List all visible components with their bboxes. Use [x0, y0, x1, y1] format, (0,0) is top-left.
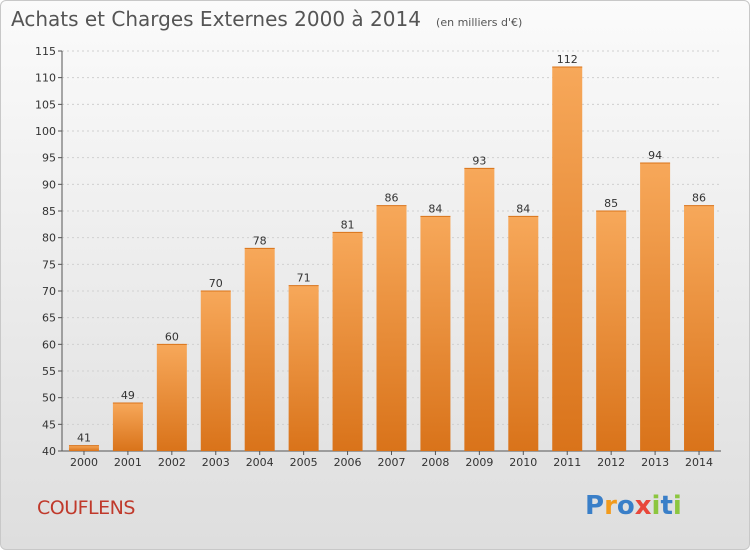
logo-letter: x — [634, 491, 652, 521]
labels: 40 45 50 55 60 65 70 75 80 85 90 95 100 105 110 115 41 20… — [35, 45, 713, 469]
x-tick-label: 2014 — [685, 456, 713, 469]
bar-2002 — [156, 344, 187, 451]
logo-letter: P — [585, 491, 605, 521]
x-tick-label: 2013 — [641, 456, 669, 469]
data-label-2005: 71 — [297, 272, 311, 285]
data-label-2008: 84 — [428, 202, 442, 215]
data-label-2004: 78 — [253, 234, 267, 247]
data-label-2010: 84 — [516, 202, 530, 215]
y-tick-label: 95 — [42, 152, 56, 165]
data-label-2000: 41 — [77, 432, 91, 445]
bar-2001 — [112, 403, 143, 451]
bar-2003 — [200, 291, 231, 451]
x-tick-label: 2005 — [290, 456, 318, 469]
x-tick-label: 2011 — [553, 456, 581, 469]
y-tick-label: 90 — [42, 178, 56, 191]
data-label-2011: 112 — [557, 53, 578, 66]
bar-2013 — [640, 163, 671, 451]
bar-2010 — [508, 216, 539, 451]
y-tick-label: 80 — [42, 232, 56, 245]
y-tick-label: 85 — [42, 205, 56, 218]
data-label-2012: 85 — [604, 197, 618, 210]
data-label-2013: 94 — [648, 149, 662, 162]
x-tick-label: 2010 — [509, 456, 537, 469]
y-tick-label: 45 — [42, 418, 56, 431]
logo-letter: r — [604, 491, 617, 521]
logo-letter: o — [616, 491, 635, 521]
x-tick-label: 2008 — [421, 456, 449, 469]
x-tick-label: 2007 — [378, 456, 406, 469]
bar-2005 — [288, 285, 319, 451]
y-tick-label: 50 — [42, 392, 56, 405]
x-tick-label: 2009 — [465, 456, 493, 469]
y-tick-label: 110 — [35, 72, 56, 85]
y-tick-label: 75 — [42, 258, 56, 271]
y-tick-label: 70 — [42, 285, 56, 298]
logo-letter: t — [660, 491, 673, 521]
bar-2006 — [332, 232, 363, 451]
commune-name: COUFLENS — [37, 497, 135, 519]
x-tick-label: 2004 — [246, 456, 274, 469]
chart-title: Achats et Charges Externes 2000 à 2014 — [11, 7, 421, 31]
y-tick-label: 115 — [35, 45, 56, 58]
title-row: Achats et Charges Externes 2000 à 2014 (… — [11, 7, 522, 31]
proxiti-logo: Proxiti — [585, 491, 682, 521]
x-tick-label: 2002 — [158, 456, 186, 469]
data-label-2003: 70 — [209, 277, 223, 290]
bar-2012 — [596, 211, 627, 451]
y-tick-label: 40 — [42, 445, 56, 458]
y-tick-label: 105 — [35, 98, 56, 111]
logo-letter: i — [651, 491, 661, 521]
x-tick-label: 2006 — [334, 456, 362, 469]
data-label-2002: 60 — [165, 330, 179, 343]
x-tick-label: 2001 — [114, 456, 142, 469]
bar-2004 — [244, 248, 275, 451]
bar-2014 — [684, 205, 715, 451]
bars — [68, 66, 715, 452]
x-tick-label: 2012 — [597, 456, 625, 469]
bar-2007 — [376, 205, 407, 451]
logo-letter: i — [672, 491, 682, 521]
data-label-2009: 93 — [472, 154, 486, 167]
data-label-2006: 81 — [341, 218, 355, 231]
data-label-2014: 86 — [692, 192, 706, 205]
bar-2009 — [464, 168, 495, 452]
x-tick-label: 2000 — [70, 456, 98, 469]
y-tick-label: 60 — [42, 338, 56, 351]
data-label-2001: 49 — [121, 389, 135, 402]
x-tick-label: 2003 — [202, 456, 230, 469]
y-tick-label: 55 — [42, 365, 56, 378]
y-tick-label: 65 — [42, 312, 56, 325]
y-tick-label: 100 — [35, 125, 56, 138]
data-label-2007: 86 — [385, 192, 399, 205]
chart-subtitle: (en milliers d'€) — [436, 16, 523, 29]
bar-2000 — [68, 445, 99, 451]
bar-2008 — [420, 216, 451, 451]
bar-2011 — [552, 67, 583, 451]
